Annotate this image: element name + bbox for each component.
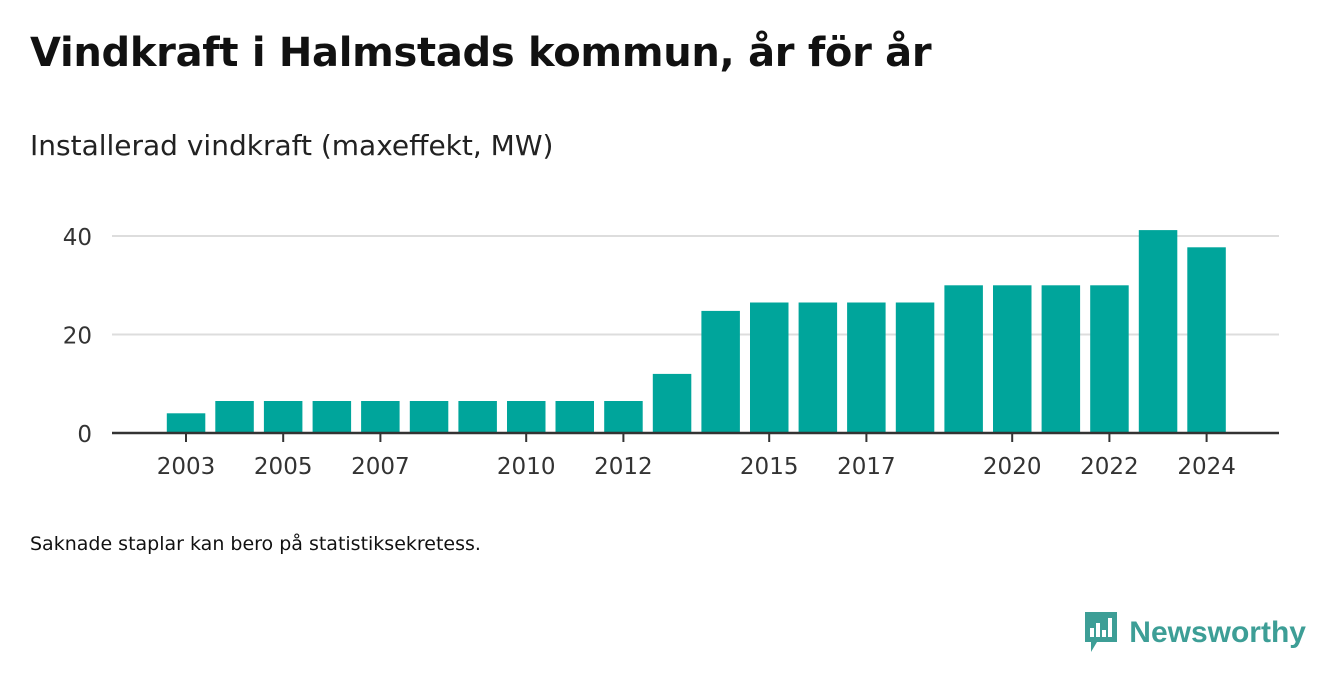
bar-2020 [993,285,1032,434]
y-tick-label: 20 [63,324,92,350]
y-tick-label: 40 [63,225,92,251]
x-tick-label: 2015 [740,454,799,480]
newsworthy-brand[interactable]: Newsworthy [1083,610,1306,656]
x-tick-label: 2024 [1177,454,1236,480]
x-tick-label: 2003 [157,454,216,480]
bar-2022 [1090,285,1129,434]
bar-2009 [458,401,497,433]
newsworthy-logo-icon [1085,612,1118,652]
grid-lines [112,235,1279,336]
bar-2024 [1187,247,1226,433]
x-tick-label: 2005 [254,454,313,480]
bar-2011 [555,401,594,433]
bar-2003 [166,413,206,433]
bar-2006 [312,401,352,433]
bar-2021 [1041,285,1081,434]
bar-2018 [895,302,935,433]
bar-2015 [750,302,789,433]
bar-2010 [507,401,546,433]
x-tick-label: 2017 [837,454,896,480]
bar-2008 [409,401,449,433]
x-tick-label: 2010 [497,454,556,480]
bar-2014 [701,310,740,433]
bar-2013 [652,373,692,433]
bar-2005 [263,401,303,433]
chart-subtitle: Installerad vindkraft (maxeffekt, MW) [30,129,554,162]
bar-chart: 2003 2005 2007 2010 2012 2015 2017 2020 2022 2024… [63,225,1279,480]
x-tick-label: 2007 [351,454,410,480]
bar-2007 [361,401,400,433]
bar-2019 [944,285,983,434]
x-tick-label: 2020 [983,454,1042,480]
bars [166,230,1226,434]
x-axis-ticks: 2003 2005 2007 2010 2012 2015 2017 2020 2022 2024 [157,433,1236,480]
y-tick-label: 0 [77,422,92,448]
bar-2012 [604,401,643,433]
bar-2004 [215,401,254,433]
x-tick-label: 2022 [1080,454,1139,480]
footnote: Saknade staplar kan bero på statistiksek… [30,533,481,555]
bar-2016 [798,302,838,433]
x-tick-label: 2012 [594,454,653,480]
bar-2017 [847,302,886,433]
brand-name: Newsworthy [1129,616,1306,649]
y-axis-ticks: 0 20 40 [63,225,92,448]
chart-title: Vindkraft i Halmstads kommun, år för år [30,30,932,76]
bar-2023 [1138,230,1178,433]
